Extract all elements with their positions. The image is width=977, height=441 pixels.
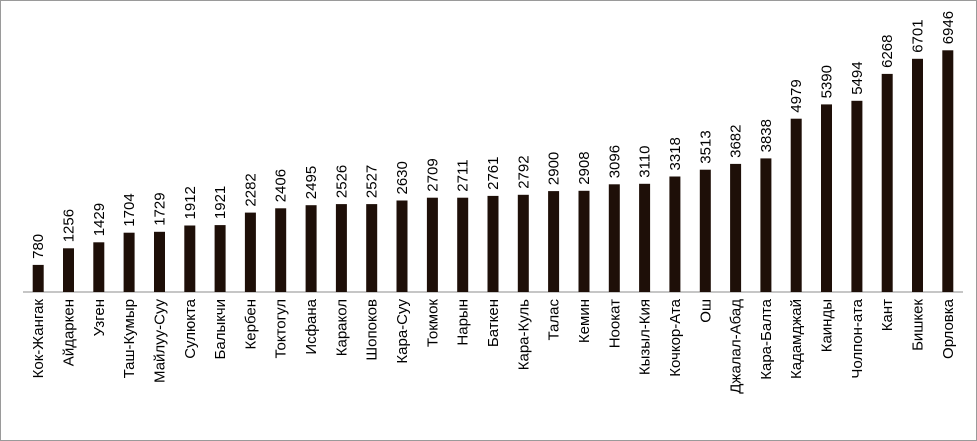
data-label-30: 6701 xyxy=(910,19,927,52)
category-label-20: Ноокат xyxy=(606,299,623,348)
data-label-28: 5494 xyxy=(849,61,866,94)
data-label-31: 6946 xyxy=(940,11,957,44)
category-label-3: Узген xyxy=(91,299,108,336)
category-label-24: Джалал-Абад xyxy=(728,299,745,394)
category-label-17: Кара-Куль xyxy=(515,299,532,370)
bar-13 xyxy=(396,200,408,292)
bar-11 xyxy=(335,204,347,292)
data-label-3: 1429 xyxy=(91,203,108,236)
bar-14 xyxy=(426,197,438,292)
category-label-19: Кемин xyxy=(576,299,593,343)
data-label-19: 2908 xyxy=(576,151,593,184)
category-label-23: Ош xyxy=(697,299,714,323)
data-label-29: 6268 xyxy=(879,35,896,68)
category-label-12: Шопоков xyxy=(364,299,381,361)
data-label-21: 3110 xyxy=(637,146,654,178)
data-label-14: 2709 xyxy=(424,158,441,191)
bar-6 xyxy=(184,225,196,292)
category-label-2: Айдаркен xyxy=(61,299,78,366)
data-label-23: 3513 xyxy=(697,130,714,163)
category-label-11: Каракол xyxy=(333,299,350,356)
category-label-14: Токмок xyxy=(424,299,441,348)
category-label-9: Токтогул xyxy=(273,299,290,359)
bar-26 xyxy=(790,118,802,292)
bar-31 xyxy=(942,50,954,292)
bar-28 xyxy=(851,100,863,292)
category-label-13: Кара-Суу xyxy=(394,299,411,364)
data-label-20: 3096 xyxy=(606,145,623,178)
bar-5 xyxy=(154,231,165,292)
bar-2 xyxy=(63,248,74,292)
data-label-5: 1729 xyxy=(152,192,169,225)
data-label-22: 3318 xyxy=(667,137,684,170)
bar-22 xyxy=(669,176,681,292)
data-label-2: 1256 xyxy=(61,209,78,242)
category-label-1: Кок-Жангак xyxy=(30,299,47,379)
bar-25 xyxy=(760,158,772,292)
data-label-10: 2495 xyxy=(303,166,320,199)
data-label-8: 2282 xyxy=(242,173,259,206)
data-label-7: 1921 xyxy=(212,186,229,219)
data-label-1: 780 xyxy=(30,234,47,259)
data-label-13: 2630 xyxy=(394,161,411,194)
data-label-26: 4979 xyxy=(788,79,805,112)
data-label-24: 3682 xyxy=(728,125,745,158)
bar-17 xyxy=(517,194,529,292)
category-label-15: Нарын xyxy=(455,299,472,346)
bar-16 xyxy=(487,195,499,292)
data-label-4: 1704 xyxy=(121,193,138,226)
category-label-29: Кант xyxy=(879,299,896,331)
bar-10 xyxy=(305,205,317,292)
bar-30 xyxy=(912,58,923,292)
category-label-30: Бишкек xyxy=(910,299,927,351)
bar-29 xyxy=(881,73,893,293)
data-label-16: 2761 xyxy=(485,157,502,190)
category-label-21: Кызыл-Кия xyxy=(637,299,654,375)
category-label-16: Баткен xyxy=(485,299,502,347)
category-label-7: Балыкчи xyxy=(212,299,229,359)
data-label-27: 5390 xyxy=(819,65,836,98)
bar-27 xyxy=(821,104,832,293)
category-label-5: Майлуу-Суу xyxy=(152,299,169,383)
category-label-18: Талас xyxy=(546,299,563,341)
category-label-26: Кадамджай xyxy=(788,299,805,379)
category-label-25: Кара-Балта xyxy=(758,298,775,379)
data-label-25: 3838 xyxy=(758,119,775,152)
data-label-17: 2792 xyxy=(515,155,532,188)
bar-3 xyxy=(93,242,105,292)
data-label-12: 2527 xyxy=(364,165,381,198)
bar-20 xyxy=(608,184,620,292)
bar-18 xyxy=(548,191,560,292)
bar-19 xyxy=(578,190,590,292)
data-label-6: 1912 xyxy=(182,186,199,219)
bar-12 xyxy=(366,204,378,292)
bar-23 xyxy=(699,169,711,292)
data-label-11: 2526 xyxy=(333,165,350,198)
bar-9 xyxy=(275,208,287,292)
bar-1 xyxy=(32,264,44,292)
bar-24 xyxy=(730,163,742,292)
data-label-15: 2711 xyxy=(455,159,472,191)
category-label-4: Таш-Кумыр xyxy=(121,299,138,378)
category-label-27: Каинды xyxy=(819,299,836,352)
bar-15 xyxy=(457,197,469,292)
category-label-22: Кочкор-Ата xyxy=(667,298,684,376)
data-label-9: 2406 xyxy=(273,169,290,202)
bar-4 xyxy=(123,232,135,292)
category-label-28: Чолпон-ата xyxy=(849,298,866,378)
category-label-31: Орловка xyxy=(940,298,957,359)
data-label-18: 2900 xyxy=(546,152,563,185)
category-label-8: Кербен xyxy=(242,299,259,349)
category-label-10: Исфана xyxy=(303,298,320,354)
bar-21 xyxy=(639,183,651,292)
category-label-6: Сулюкта xyxy=(182,298,199,358)
bar-7 xyxy=(214,225,226,292)
bar-8 xyxy=(244,212,256,292)
